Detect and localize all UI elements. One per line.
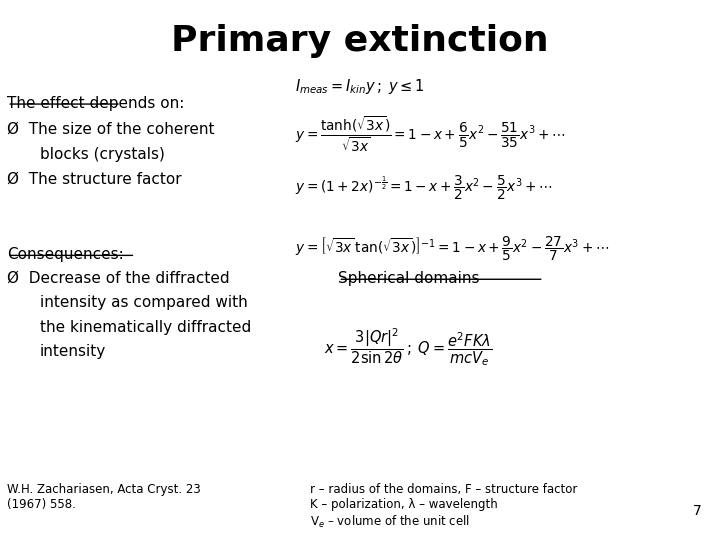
- Text: The effect depends on:: The effect depends on:: [7, 96, 184, 111]
- Text: r – radius of the domains, F – structure factor
K – polarization, λ – wavelength: r – radius of the domains, F – structure…: [310, 483, 577, 530]
- Text: $x = \dfrac{3|Qr|^2}{2\sin 2\theta}\,;\; Q = \dfrac{e^2 FK\lambda}{mcV_e}$: $x = \dfrac{3|Qr|^2}{2\sin 2\theta}\,;\;…: [324, 327, 492, 368]
- Text: blocks (crystals): blocks (crystals): [40, 146, 164, 161]
- Text: Ø  The size of the coherent: Ø The size of the coherent: [7, 122, 215, 137]
- Text: $y = (1 + 2x)^{-\frac{1}{2}} = 1 - x + \dfrac{3}{2}x^2 - \dfrac{5}{2}x^3 + \cdot: $y = (1 + 2x)^{-\frac{1}{2}} = 1 - x + \…: [295, 174, 552, 202]
- Text: Spherical domains: Spherical domains: [338, 271, 480, 286]
- Text: the kinematically diffracted: the kinematically diffracted: [40, 320, 251, 335]
- Text: Primary extinction: Primary extinction: [171, 24, 549, 58]
- Text: 7: 7: [693, 504, 702, 518]
- Text: W.H. Zachariasen, Acta Cryst. 23
(1967) 558.: W.H. Zachariasen, Acta Cryst. 23 (1967) …: [7, 483, 201, 511]
- Text: Ø  Decrease of the diffracted: Ø Decrease of the diffracted: [7, 271, 230, 286]
- Text: intensity: intensity: [40, 344, 106, 359]
- Text: intensity as compared with: intensity as compared with: [40, 295, 248, 310]
- Text: Ø  The structure factor: Ø The structure factor: [7, 172, 182, 187]
- Text: $y = \dfrac{\tanh(\sqrt{3x})}{\sqrt{3x}} = 1 - x + \dfrac{6}{5}x^2 - \dfrac{51}{: $y = \dfrac{\tanh(\sqrt{3x})}{\sqrt{3x}}…: [295, 114, 565, 154]
- Text: Consequences:: Consequences:: [7, 247, 124, 262]
- Text: $y = \left[\sqrt{3x}\,\tan(\sqrt{3x})\right]^{-1} = 1 - x + \dfrac{9}{5}x^2 - \d: $y = \left[\sqrt{3x}\,\tan(\sqrt{3x})\ri…: [295, 235, 609, 263]
- Text: $I_{meas} = I_{kin}y\,;\; y \leq 1$: $I_{meas} = I_{kin}y\,;\; y \leq 1$: [295, 77, 425, 96]
